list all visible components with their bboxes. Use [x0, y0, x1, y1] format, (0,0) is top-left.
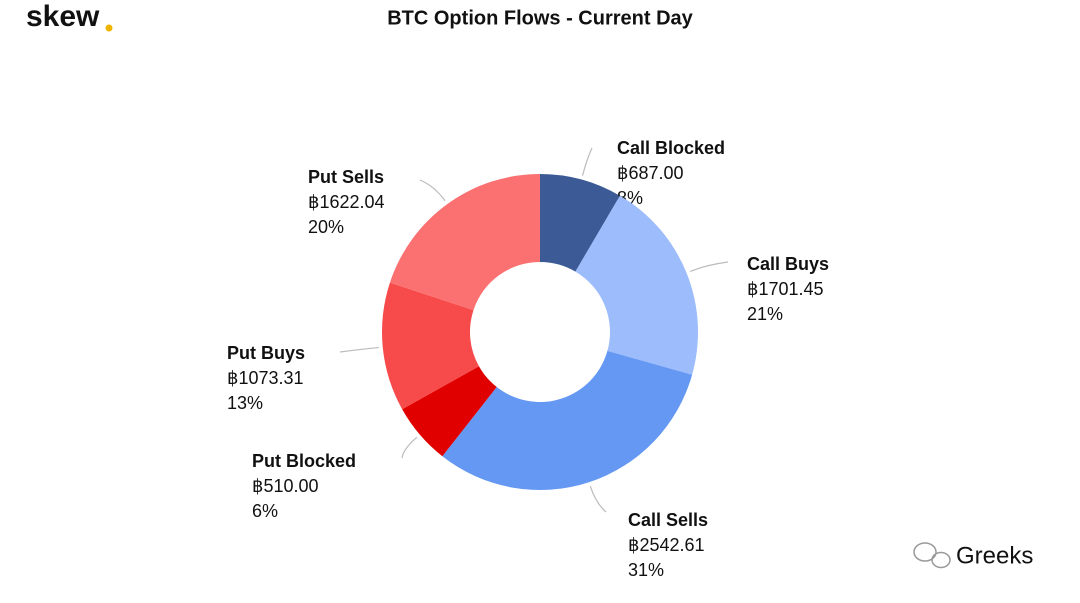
- percent-label: 20%: [308, 217, 344, 237]
- logo-dot: [105, 24, 113, 32]
- leader-line: [419, 179, 446, 202]
- slice: [575, 195, 698, 375]
- slice: [540, 174, 620, 272]
- watermark: Greeks: [956, 542, 1033, 569]
- logo: skew: [26, 0, 100, 33]
- leader-line: [589, 485, 607, 513]
- slice-name: Put Buys: [227, 343, 305, 363]
- leader-line: [401, 436, 418, 459]
- slice-name: Put Blocked: [252, 451, 356, 471]
- value-label: ฿2542.61: [628, 535, 705, 555]
- value-label: ฿1622.04: [308, 192, 385, 212]
- leader-line: [581, 147, 593, 176]
- value-label: ฿1073.31: [227, 368, 304, 388]
- slice-name: Call Sells: [628, 510, 708, 530]
- chart-title: BTC Option Flows - Current Day: [387, 7, 693, 29]
- watermark-icon: [913, 542, 951, 569]
- slice: [389, 174, 540, 311]
- value-label: ฿687.00: [617, 163, 684, 183]
- leader-line: [339, 346, 379, 353]
- percent-label: 31%: [628, 560, 664, 580]
- leader-line: [690, 261, 729, 272]
- slice: [442, 350, 693, 490]
- slice: [382, 282, 479, 410]
- percent-label: 21%: [747, 304, 783, 324]
- slice-name: Put Sells: [308, 167, 384, 187]
- slice-name: Call Buys: [747, 254, 829, 274]
- value-label: ฿1701.45: [747, 279, 824, 299]
- value-label: ฿510.00: [252, 476, 319, 496]
- percent-label: 6%: [252, 501, 278, 521]
- slice-name: Call Blocked: [617, 138, 725, 158]
- percent-label: 13%: [227, 393, 263, 413]
- slice: [402, 366, 497, 457]
